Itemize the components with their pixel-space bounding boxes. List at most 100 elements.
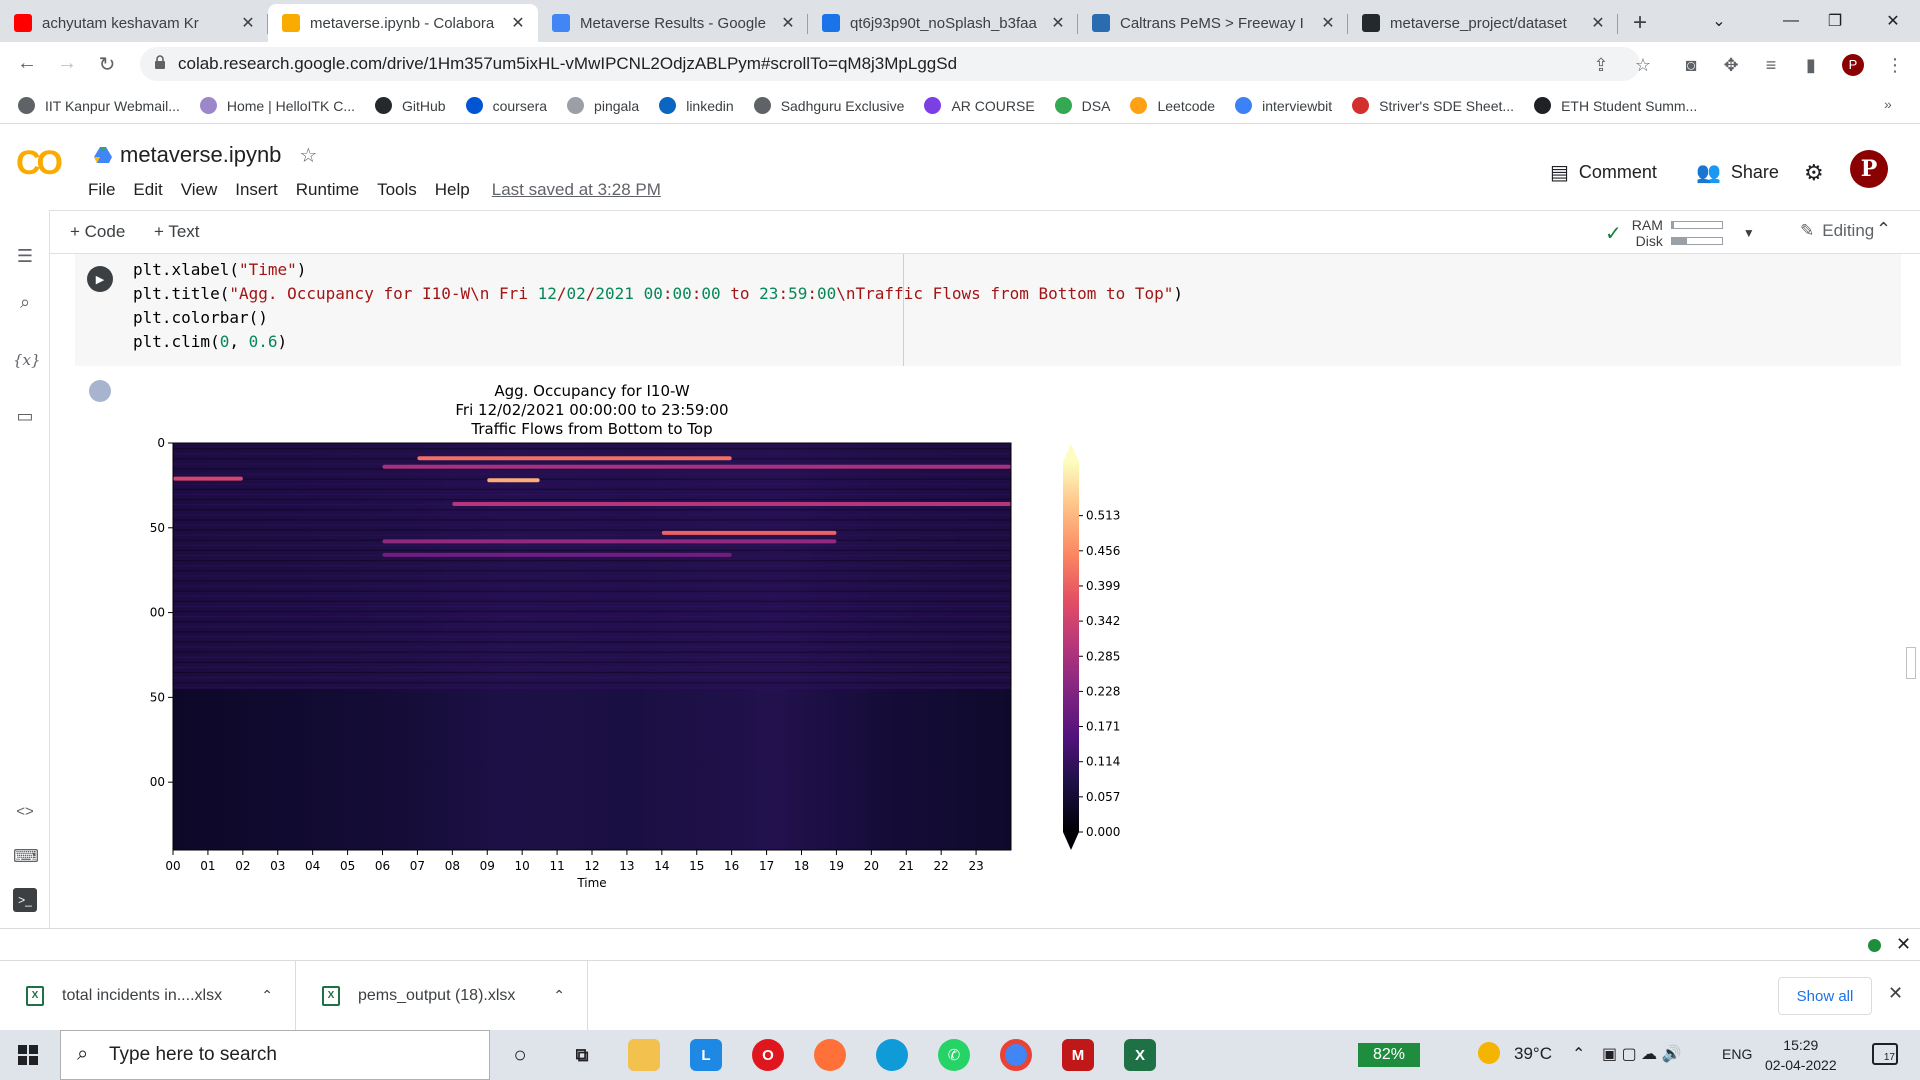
profile-avatar-icon[interactable]: P [1842, 54, 1864, 76]
code-editor[interactable]: plt.xlabel("Time") plt.title("Agg. Occupa… [133, 258, 1183, 354]
menu-tools[interactable]: Tools [377, 180, 417, 199]
add-text-button[interactable]: + Text [154, 222, 200, 241]
extensions-icon[interactable]: ✥ [1723, 55, 1739, 75]
code-snippets-icon[interactable]: <> [16, 803, 34, 820]
menu-file[interactable]: File [88, 180, 116, 199]
command-palette-icon[interactable]: ⌨ [13, 846, 39, 866]
code-line[interactable]: plt.clim(0, 0.6) [133, 332, 288, 351]
taskbar-search-input[interactable]: ⌕ Type here to search [60, 1030, 490, 1080]
chevron-up-icon[interactable]: ⌃ [261, 987, 273, 1003]
excel-icon[interactable]: X [1124, 1039, 1156, 1071]
close-tab-icon[interactable]: ✕ [1051, 15, 1065, 32]
share-button[interactable]: 👥 Share [1696, 160, 1779, 185]
terminal-icon[interactable]: >_ [13, 888, 37, 912]
download-item[interactable]: X pems_output (18).xlsx ⌃ [296, 960, 588, 1031]
bookmark-item[interactable]: ETH Student Summ... [1534, 97, 1697, 114]
bookmark-item[interactable]: Striver's SDE Sheet... [1352, 97, 1514, 114]
browser-tab[interactable]: metaverse_project/dataset ✕ [1348, 4, 1618, 42]
chevron-up-icon[interactable]: ⌃ [553, 987, 565, 1003]
close-tab-icon[interactable]: ✕ [1591, 15, 1605, 32]
close-tab-icon[interactable]: ✕ [511, 15, 525, 32]
menu-runtime[interactable]: Runtime [295, 180, 360, 199]
weather-temp[interactable]: 39°C [1514, 1044, 1552, 1063]
bookmark-item[interactable]: Sadhguru Exclusive [753, 97, 904, 114]
editing-mode-button[interactable]: ✎ Editing [1800, 221, 1874, 241]
add-code-button[interactable]: + Code [70, 222, 126, 241]
menu-insert[interactable]: Insert [235, 180, 278, 199]
restore-button[interactable]: ❐ [1827, 13, 1843, 30]
bookmark-item[interactable]: IIT Kanpur Webmail... [18, 97, 180, 114]
bookmark-item[interactable]: Home | HelloITK C... [199, 97, 355, 114]
tray-apps-icon[interactable]: ▣ ▢ ☁ 🔊 [1602, 1046, 1682, 1063]
search-icon[interactable]: ⌕ [19, 292, 31, 312]
last-saved-link[interactable]: Last saved at 3:28 PM [491, 180, 661, 199]
run-cell-button[interactable]: ▶ [87, 266, 113, 292]
bookmark-item[interactable]: coursera [465, 97, 547, 114]
forward-button[interactable]: → [57, 52, 77, 74]
firefox-icon[interactable] [814, 1039, 846, 1071]
close-tab-icon[interactable]: ✕ [781, 15, 795, 32]
menu-edit[interactable]: Edit [133, 180, 163, 199]
bookmark-star-icon[interactable]: ☆ [1634, 55, 1652, 75]
file-explorer-icon[interactable] [628, 1039, 660, 1071]
download-item[interactable]: X total incidents in....xlsx ⌃ [0, 960, 296, 1031]
media-icon[interactable]: ≡ [1765, 55, 1777, 75]
windows-start-icon[interactable] [18, 1045, 38, 1065]
close-status-icon[interactable]: ✕ [1896, 934, 1912, 954]
close-window-button[interactable]: ✕ [1886, 13, 1900, 30]
bookmark-item[interactable]: linkedin [659, 97, 734, 114]
close-tab-icon[interactable]: ✕ [1321, 15, 1335, 32]
code-line[interactable]: plt.xlabel("Time") [133, 260, 307, 279]
bookmark-item[interactable]: pingala [567, 97, 639, 114]
bookmark-item[interactable]: DSA [1054, 97, 1110, 114]
show-all-button[interactable]: Show all [1778, 977, 1872, 1015]
code-cell[interactable]: ▶ plt.xlabel("Time") plt.title("Agg. Occu… [75, 254, 1901, 366]
edge-icon[interactable] [876, 1039, 908, 1071]
code-line[interactable]: plt.colorbar() [133, 308, 268, 327]
tray-overflow-icon[interactable]: ⌃ [1572, 1046, 1586, 1063]
bookmark-item[interactable]: GitHub [375, 97, 446, 114]
avatar[interactable]: P [1850, 150, 1888, 188]
opera-icon[interactable]: O [752, 1039, 784, 1071]
camera-icon[interactable]: ◙ [1685, 55, 1697, 75]
language-indicator[interactable]: ENG [1722, 1046, 1753, 1062]
collapse-header-icon[interactable]: ⌃ [1876, 219, 1892, 239]
menu-help[interactable]: Help [434, 180, 470, 199]
back-button[interactable]: ← [17, 52, 37, 74]
notifications-icon[interactable]: 17 [1872, 1043, 1898, 1065]
notebook-name[interactable]: metaverse.ipynb [120, 142, 282, 167]
browser-tab[interactable]: Caltrans PeMS > Freeway I ✕ [1078, 4, 1348, 42]
weather-sun-icon[interactable] [1478, 1042, 1500, 1064]
files-folder-icon[interactable]: ▭ [16, 406, 34, 426]
table-of-contents-icon[interactable]: ☰ [16, 246, 34, 266]
tab-search-button[interactable]: ⌄ [1712, 13, 1726, 30]
menu-view[interactable]: View [180, 180, 218, 199]
share-page-icon[interactable]: ⇪ [1593, 55, 1609, 75]
bookmarks-overflow-icon[interactable]: » [1884, 96, 1892, 112]
star-icon[interactable]: ☆ [299, 144, 318, 167]
task-view-icon[interactable]: ⧉ [575, 1044, 589, 1065]
bookmark-item[interactable]: Leetcode [1130, 97, 1215, 114]
settings-gear-icon[interactable]: ⚙ [1804, 160, 1824, 185]
whatsapp-icon[interactable]: ✆ [938, 1039, 970, 1071]
resources-dropdown-icon[interactable]: ▼ [1742, 226, 1755, 240]
cortana-icon[interactable]: ○ [513, 1042, 527, 1067]
notebook-title[interactable]: metaverse.ipynb ☆ [94, 142, 317, 168]
new-tab-button[interactable]: + [1632, 9, 1647, 36]
comment-button[interactable]: ▤ Comment [1550, 160, 1657, 185]
close-tab-icon[interactable]: ✕ [241, 15, 255, 32]
app-l-icon[interactable]: L [690, 1039, 722, 1071]
code-line[interactable]: plt.title("Agg. Occupancy for I10-W\n Fr… [133, 284, 1184, 303]
browser-tab[interactable]: achyutam keshavam Kr ✕ [0, 4, 268, 42]
clock[interactable]: 15:29 02-04-2022 [1765, 1035, 1837, 1075]
resources-indicator[interactable]: ✓ RAM Disk ▼ [1605, 217, 1755, 249]
bookmark-item[interactable]: AR COURSE [924, 97, 1035, 114]
mcafee-icon[interactable]: M [1062, 1039, 1094, 1071]
variables-icon[interactable]: {x} [13, 351, 41, 369]
minimize-button[interactable]: — [1783, 12, 1799, 29]
browser-tab[interactable]: metaverse.ipynb - Colabora ✕ [268, 4, 538, 42]
battery-indicator[interactable]: 82% [1358, 1043, 1420, 1067]
chrome-menu-icon[interactable]: ⋮ [1886, 55, 1904, 75]
bookmark-item[interactable]: interviewbit [1235, 97, 1332, 114]
address-bar[interactable]: colab.research.google.com/drive/1Hm357um… [140, 47, 1640, 81]
